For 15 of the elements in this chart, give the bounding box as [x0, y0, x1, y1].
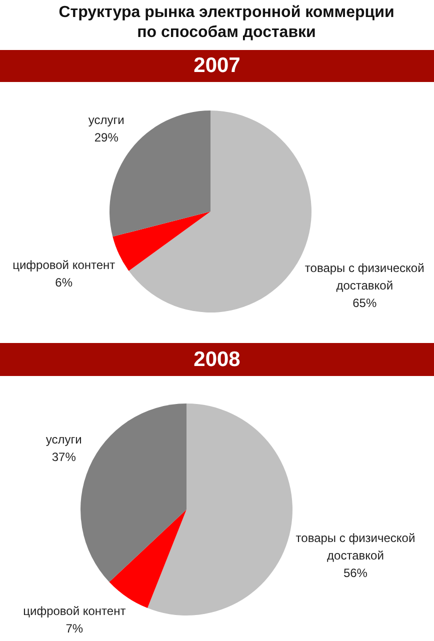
- data-label: 37%: [52, 450, 76, 464]
- chart-subtitle: 2007: [0, 50, 434, 82]
- slice-label: услуги: [46, 432, 82, 447]
- data-label: 6%: [55, 275, 73, 290]
- slice-label: цифровой контент: [12, 258, 116, 272]
- data-label: 65%: [352, 296, 377, 310]
- slice-label: товары с физической доставкой: [296, 530, 416, 562]
- slice-label: услуги: [88, 113, 124, 128]
- data-label: 29%: [94, 130, 119, 145]
- data-label: 7%: [66, 621, 84, 636]
- slice-label: цифровой контент: [23, 604, 126, 618]
- chart-title: Структура рынка электронной коммерции по способам доставки: [58, 3, 396, 43]
- slice-label: товары с физической доставкой: [304, 260, 424, 292]
- data-label: 56%: [343, 566, 368, 580]
- chart-title: 2008: [0, 343, 434, 376]
